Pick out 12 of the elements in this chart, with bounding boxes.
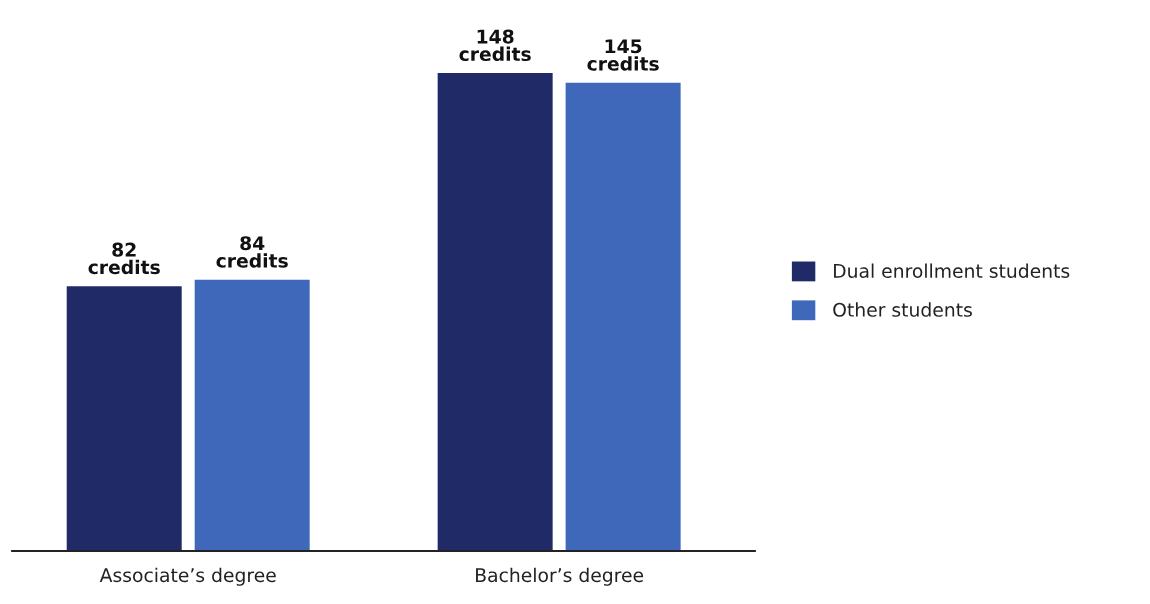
legend-label: Other students <box>833 302 972 317</box>
data-label: 148 credits <box>459 29 531 62</box>
bar <box>194 279 310 551</box>
legend-label: Dual enrollment students <box>834 263 1070 278</box>
bar <box>565 82 681 551</box>
bar <box>66 286 182 551</box>
x-tick-label: Associate’s degree <box>99 567 276 586</box>
data-label: 145 credits <box>587 39 659 71</box>
data-label: 84 credits <box>216 236 288 268</box>
bar <box>437 73 553 551</box>
x-tick-label: Bachelor’s degree <box>476 567 644 586</box>
data-label: 82 credits <box>88 242 160 275</box>
